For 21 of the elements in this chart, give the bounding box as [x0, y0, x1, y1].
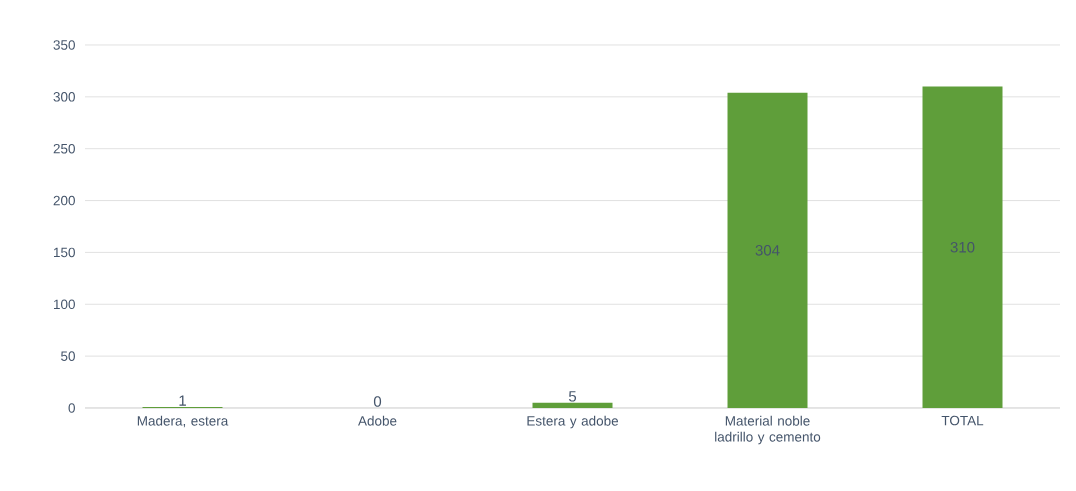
data-label: 1	[179, 395, 186, 406]
y-tick-label: 350	[53, 40, 75, 50]
data-label: 304	[755, 245, 780, 256]
x-tick-label: TOTAL	[941, 415, 984, 426]
y-tick-label: 0	[68, 403, 75, 413]
bar	[532, 402, 613, 408]
y-tick-label: 200	[53, 195, 75, 206]
y-tick-label: 100	[54, 299, 75, 310]
x-tick-label: Estera y adobe	[527, 415, 619, 429]
y-tick-label: 150	[54, 247, 75, 258]
x-tick-label: Madera, estera	[137, 415, 229, 428]
data-label: 0	[373, 396, 382, 407]
bar	[922, 86, 1003, 408]
y-tick-label: 300	[53, 92, 75, 102]
data-label: 5	[568, 391, 577, 402]
bar	[727, 92, 808, 408]
y-tick-label: 50	[61, 351, 75, 361]
data-label: 310	[950, 241, 975, 253]
x-tick-label: Adobe	[358, 415, 397, 426]
x-tick-label: Material noble ladrillo y cemento	[715, 415, 821, 445]
y-tick-label: 250	[53, 143, 75, 154]
